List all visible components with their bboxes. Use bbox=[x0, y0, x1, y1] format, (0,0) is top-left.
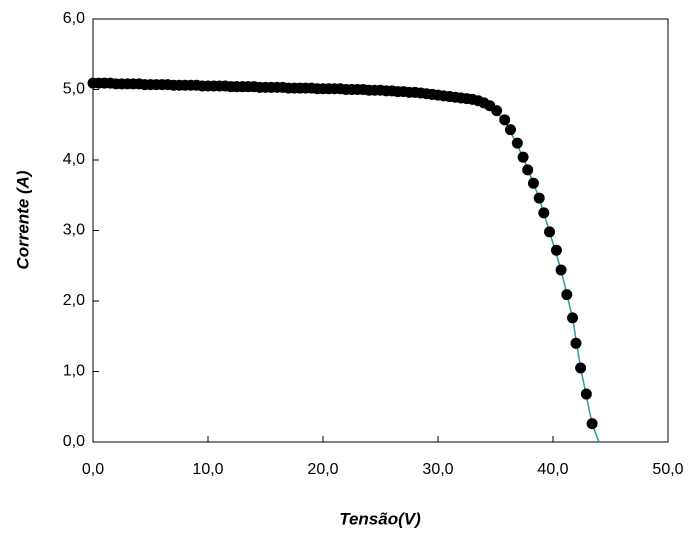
data-point bbox=[538, 207, 550, 219]
x-tick-label: 20,0 bbox=[307, 461, 338, 478]
data-point bbox=[570, 337, 582, 349]
data-point bbox=[544, 226, 556, 238]
x-axis-title: Tensão(V) bbox=[339, 509, 421, 528]
x-tick-label: 10,0 bbox=[192, 461, 223, 478]
data-point bbox=[580, 388, 592, 400]
y-tick-label: 4,0 bbox=[63, 151, 85, 168]
data-point bbox=[550, 244, 562, 256]
y-tick-label: 2,0 bbox=[63, 292, 85, 309]
y-tick-label: 5,0 bbox=[63, 81, 85, 98]
data-point bbox=[499, 114, 511, 126]
data-point bbox=[517, 151, 529, 163]
y-tick-label: 3,0 bbox=[63, 222, 85, 239]
y-tick-label: 6,0 bbox=[63, 10, 85, 27]
data-point bbox=[491, 105, 503, 117]
x-tick-label: 0,0 bbox=[82, 461, 104, 478]
data-point bbox=[533, 192, 545, 204]
data-point bbox=[504, 124, 516, 136]
data-point bbox=[567, 312, 579, 324]
data-point bbox=[575, 362, 587, 374]
x-tick-label: 40,0 bbox=[537, 461, 568, 478]
data-point bbox=[522, 164, 534, 176]
x-tick-label: 50,0 bbox=[652, 461, 683, 478]
data-point bbox=[527, 177, 539, 189]
data-point bbox=[561, 289, 573, 301]
y-tick-label: 1,0 bbox=[63, 363, 85, 380]
data-point bbox=[586, 418, 598, 430]
y-tick-label: 0,0 bbox=[63, 433, 85, 450]
x-tick-label: 30,0 bbox=[422, 461, 453, 478]
data-point bbox=[511, 137, 523, 149]
y-axis-title: Corrente (A) bbox=[13, 170, 32, 270]
fit-line bbox=[92, 82, 600, 443]
data-point bbox=[555, 264, 567, 276]
